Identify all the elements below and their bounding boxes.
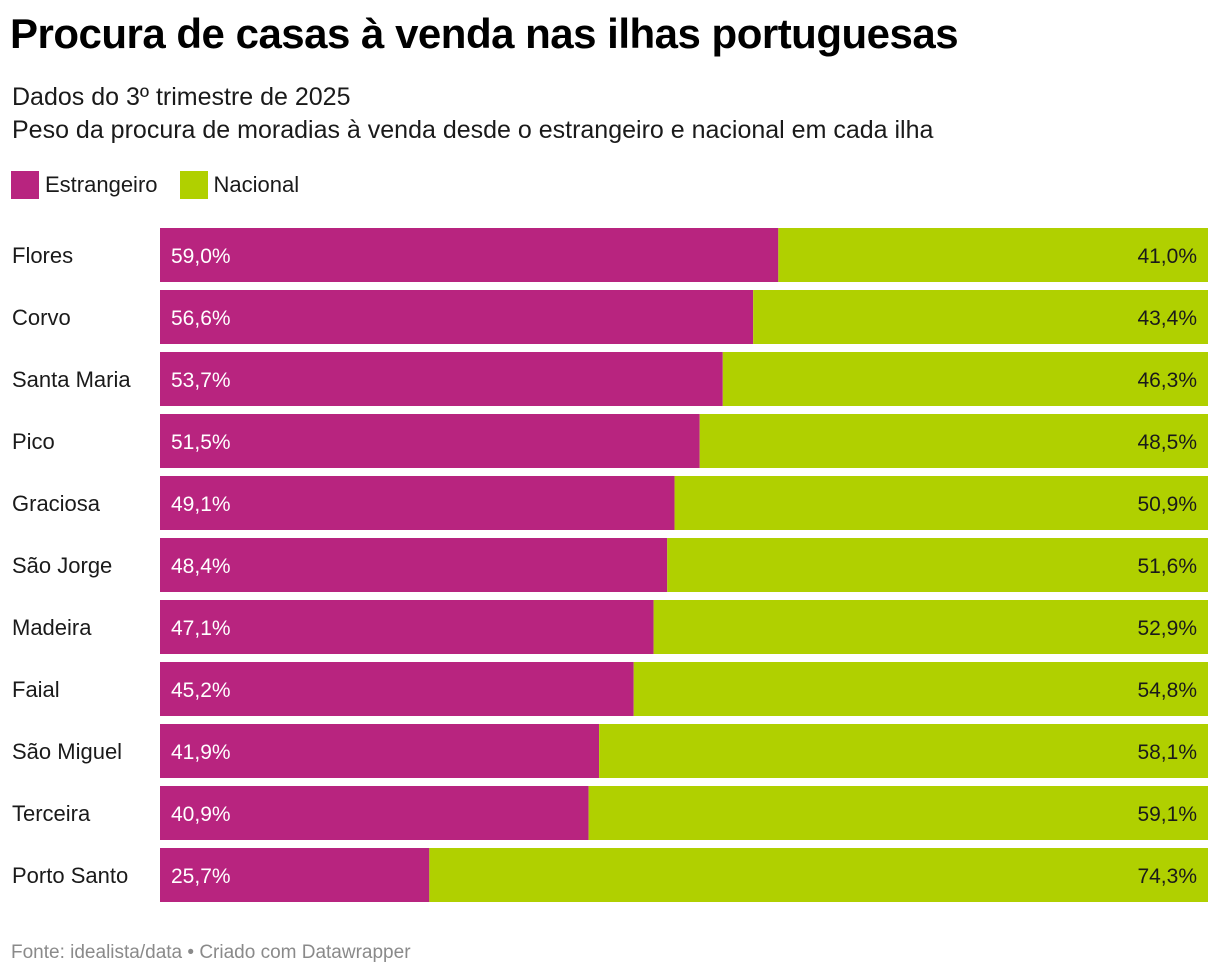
value-label-nacional-madeira: 52,9%: [1137, 617, 1197, 640]
legend-item-estrangeiro: Estrangeiro: [11, 171, 158, 199]
legend-label-nacional: Nacional: [213, 172, 300, 197]
bar-estrangeiro-porto-santo: [160, 848, 430, 902]
category-label-terceira: Terceira: [12, 801, 91, 826]
bar-estrangeiro-santa-maria: [160, 352, 723, 406]
stacked-bar-chart: Flores 59,0% 41,0% Corvo 56,6% 43,4% Santa Mar…: [12, 228, 1208, 902]
legend: Estrangeiro Nacional: [11, 171, 321, 199]
value-label-estrangeiro-madeira: 47,1%: [171, 617, 231, 640]
category-label-sao-miguel: São Miguel: [12, 739, 122, 764]
bar-nacional-sao-miguel: [599, 724, 1208, 778]
category-label-faial: Faial: [12, 677, 60, 702]
chart-subtitle-description: Peso da procura de moradias à venda desd…: [12, 116, 934, 144]
bar-nacional-pico: [699, 414, 1208, 468]
value-label-estrangeiro-corvo: 56,6%: [171, 307, 231, 330]
chart-subtitle-date: Dados do 3º trimestre de 2025: [12, 83, 351, 111]
value-label-nacional-porto-santo: 74,3%: [1137, 865, 1197, 888]
value-label-nacional-sao-miguel: 58,1%: [1137, 741, 1197, 764]
category-label-corvo: Corvo: [12, 305, 71, 330]
legend-item-nacional: Nacional: [179, 171, 300, 199]
legend-swatch-estrangeiro: [11, 171, 39, 199]
legend-swatch-nacional: [179, 171, 208, 199]
category-label-flores: Flores: [12, 243, 73, 268]
bar-nacional-porto-santo: [429, 848, 1208, 902]
value-label-estrangeiro-sao-miguel: 41,9%: [171, 741, 231, 764]
value-label-estrangeiro-flores: 59,0%: [171, 245, 231, 268]
bar-estrangeiro-corvo: [160, 290, 754, 344]
value-label-estrangeiro-terceira: 40,9%: [171, 803, 231, 826]
legend-label-estrangeiro: Estrangeiro: [45, 172, 158, 197]
bar-nacional-faial: [633, 662, 1208, 716]
category-label-porto-santo: Porto Santo: [12, 863, 128, 888]
bar-estrangeiro-pico: [160, 414, 700, 468]
bar-nacional-corvo: [753, 290, 1208, 344]
bar-estrangeiro-sao-miguel: [160, 724, 600, 778]
value-label-nacional-flores: 41,0%: [1137, 245, 1197, 268]
value-label-nacional-corvo: 43,4%: [1137, 307, 1197, 330]
source-footer: Fonte: idealista/data • Criado com Dataw…: [11, 942, 411, 963]
chart-title: Procura de casas à venda nas ilhas portu…: [10, 10, 959, 57]
bar-estrangeiro-flores: [160, 228, 779, 282]
bar-estrangeiro-terceira: [160, 786, 589, 840]
bar-nacional-graciosa: [674, 476, 1208, 530]
category-label-santa-maria: Santa Maria: [12, 367, 131, 392]
bar-nacional-sao-jorge: [667, 538, 1208, 592]
value-label-estrangeiro-porto-santo: 25,7%: [171, 865, 231, 888]
value-label-nacional-terceira: 59,1%: [1137, 803, 1197, 826]
value-label-nacional-sao-jorge: 51,6%: [1137, 555, 1197, 578]
bar-nacional-flores: [778, 228, 1208, 282]
value-label-estrangeiro-sao-jorge: 48,4%: [171, 555, 231, 578]
value-label-nacional-faial: 54,8%: [1137, 679, 1197, 702]
value-label-estrangeiro-faial: 45,2%: [171, 679, 231, 702]
bar-estrangeiro-madeira: [160, 600, 654, 654]
category-label-madeira: Madeira: [12, 615, 92, 640]
value-label-estrangeiro-graciosa: 49,1%: [171, 493, 231, 516]
value-label-nacional-santa-maria: 46,3%: [1137, 369, 1197, 392]
category-label-graciosa: Graciosa: [12, 491, 101, 516]
value-label-nacional-graciosa: 50,9%: [1137, 493, 1197, 516]
bar-estrangeiro-sao-jorge: [160, 538, 668, 592]
category-label-sao-jorge: São Jorge: [12, 553, 112, 578]
value-label-nacional-pico: 48,5%: [1137, 431, 1197, 454]
value-label-estrangeiro-pico: 51,5%: [171, 431, 231, 454]
category-label-pico: Pico: [12, 429, 55, 454]
bar-nacional-madeira: [653, 600, 1208, 654]
value-label-estrangeiro-santa-maria: 53,7%: [171, 369, 231, 392]
bar-estrangeiro-graciosa: [160, 476, 675, 530]
bar-estrangeiro-faial: [160, 662, 634, 716]
bar-nacional-terceira: [588, 786, 1208, 840]
bar-nacional-santa-maria: [722, 352, 1208, 406]
